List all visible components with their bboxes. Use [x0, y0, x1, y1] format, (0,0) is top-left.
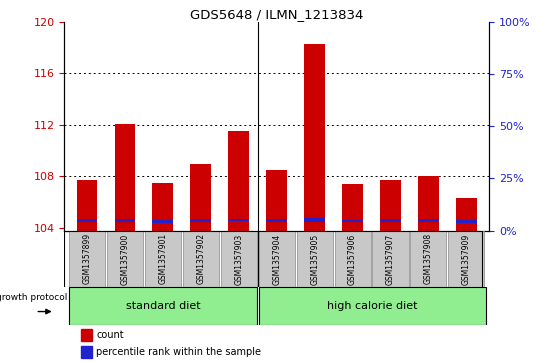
Bar [183, 231, 219, 287]
Bar [77, 219, 97, 222]
Text: GSM1357900: GSM1357900 [121, 233, 130, 285]
Bar [456, 220, 477, 223]
Text: growth protocol: growth protocol [0, 293, 68, 302]
Bar [418, 219, 439, 222]
Bar [448, 231, 485, 287]
Bar [69, 287, 257, 325]
Bar [334, 231, 371, 287]
Text: standard diet: standard diet [126, 301, 200, 311]
Text: GSM1357906: GSM1357906 [348, 233, 357, 285]
Bar [380, 180, 401, 231]
Bar [77, 180, 97, 231]
Bar [191, 163, 211, 231]
Bar [81, 329, 92, 341]
Text: high calorie diet: high calorie diet [327, 301, 418, 311]
Text: count: count [96, 330, 124, 340]
Title: GDS5648 / ILMN_1213834: GDS5648 / ILMN_1213834 [190, 8, 363, 21]
Text: GSM1357904: GSM1357904 [272, 233, 281, 285]
Bar [107, 231, 143, 287]
Bar [304, 218, 325, 222]
Text: GSM1357902: GSM1357902 [196, 233, 205, 285]
Bar [191, 219, 211, 222]
Bar [221, 231, 257, 287]
Text: GSM1357908: GSM1357908 [424, 233, 433, 285]
Text: GSM1357905: GSM1357905 [310, 233, 319, 285]
Bar [372, 231, 409, 287]
Bar [410, 231, 447, 287]
Text: GSM1357909: GSM1357909 [462, 233, 471, 285]
Bar [69, 231, 105, 287]
Bar [456, 198, 477, 231]
Bar [266, 219, 287, 222]
Bar [304, 44, 325, 231]
Text: GSM1357903: GSM1357903 [234, 233, 243, 285]
Bar [115, 219, 135, 222]
Bar [145, 231, 181, 287]
Bar [259, 231, 295, 287]
Bar [266, 170, 287, 231]
Bar [228, 131, 249, 231]
Bar [153, 220, 173, 223]
Text: GSM1357899: GSM1357899 [83, 233, 92, 285]
Text: GSM1357907: GSM1357907 [386, 233, 395, 285]
Bar [228, 219, 249, 221]
Bar [342, 220, 363, 222]
Text: percentile rank within the sample: percentile rank within the sample [96, 347, 261, 357]
Bar [259, 287, 486, 325]
Bar [380, 219, 401, 222]
Bar [115, 123, 135, 231]
Text: GSM1357901: GSM1357901 [158, 233, 167, 285]
Bar [297, 231, 333, 287]
Bar [81, 346, 92, 358]
Bar [153, 183, 173, 231]
Bar [418, 176, 439, 231]
Bar [342, 184, 363, 231]
